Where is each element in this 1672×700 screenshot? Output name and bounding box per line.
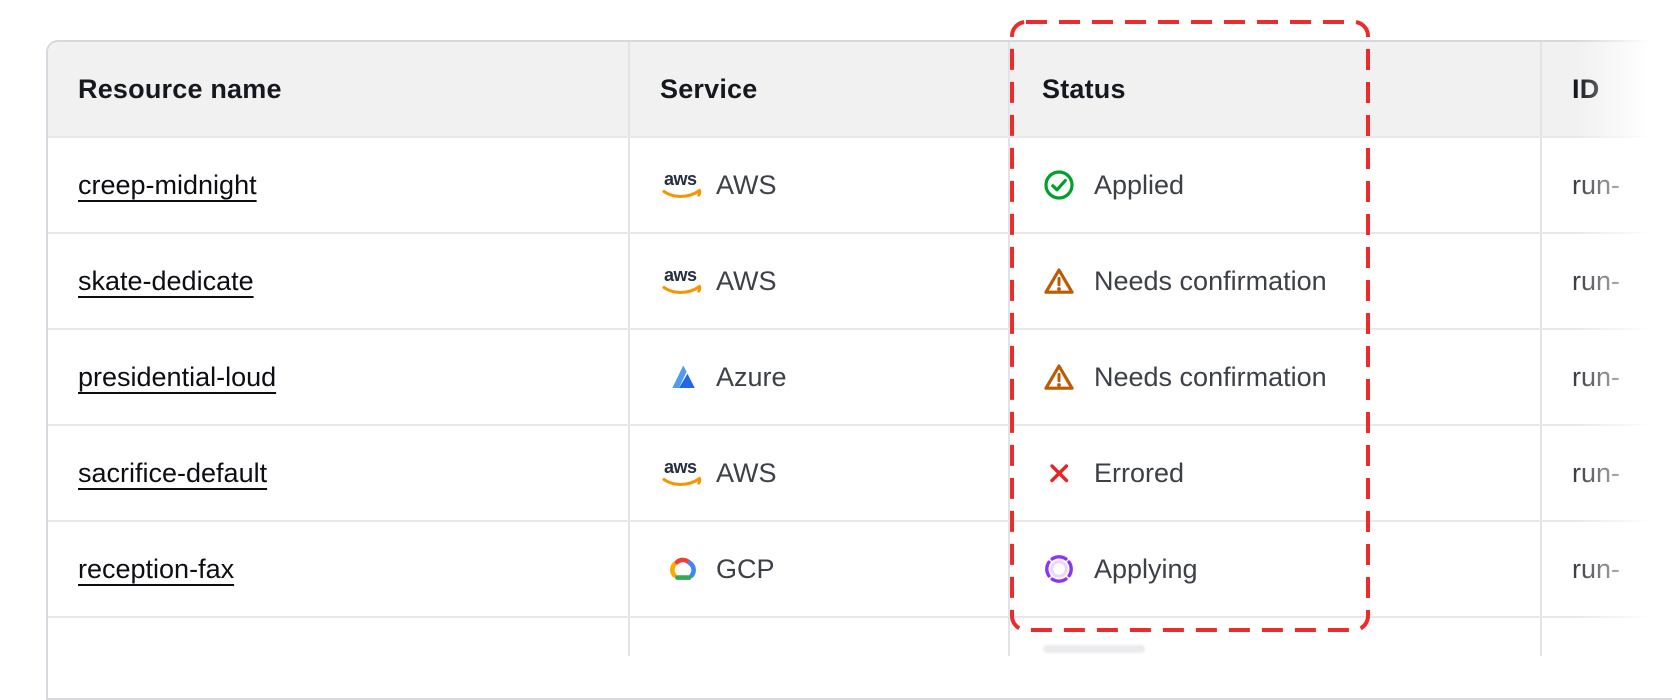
service-label: AWS bbox=[716, 457, 777, 488]
resource-link[interactable]: presidential-loud bbox=[78, 361, 277, 392]
resource-link[interactable]: creep-midnight bbox=[78, 169, 257, 200]
resource-name-cell bbox=[48, 618, 630, 656]
resource-name-cell: presidential-loud bbox=[48, 330, 630, 424]
resource-link[interactable]: sacrifice-default bbox=[78, 457, 268, 488]
svg-text:aws: aws bbox=[664, 265, 697, 285]
run-id: run- bbox=[1572, 361, 1621, 392]
table-row-partial bbox=[48, 616, 1672, 656]
id-cell: run- bbox=[1542, 522, 1672, 616]
status-cell: Errored bbox=[1010, 426, 1542, 520]
table-row: skate-dedicate aws AWS Needs confirmati bbox=[48, 232, 1672, 328]
service-cell: GCP bbox=[630, 522, 1010, 616]
status-cell: Needs confirmation bbox=[1010, 234, 1542, 328]
service-cell bbox=[630, 618, 1010, 656]
resource-name-cell: skate-dedicate bbox=[48, 234, 630, 328]
svg-text:aws: aws bbox=[664, 169, 697, 189]
service-label: Azure bbox=[716, 361, 787, 392]
id-cell bbox=[1542, 618, 1672, 656]
status-cell: Needs confirmation bbox=[1010, 330, 1542, 424]
table-header-row: Resource name Service Status ID bbox=[48, 42, 1672, 136]
x-icon bbox=[1042, 458, 1076, 488]
column-header-resource-name: Resource name bbox=[48, 42, 630, 136]
aws-icon: aws bbox=[660, 457, 706, 489]
check-circle-icon bbox=[1042, 169, 1076, 201]
service-label: GCP bbox=[716, 553, 775, 584]
status-label: Needs confirmation bbox=[1094, 361, 1327, 392]
resource-name-cell: reception-fax bbox=[48, 522, 630, 616]
status-label: Needs confirmation bbox=[1094, 265, 1327, 296]
service-cell: aws AWS bbox=[630, 138, 1010, 232]
run-id: run- bbox=[1572, 265, 1621, 296]
table-row: reception-fax GCP Applying bbox=[48, 520, 1672, 616]
status-label: Errored bbox=[1094, 457, 1185, 488]
service-label: AWS bbox=[716, 265, 777, 296]
status-cell: Applied bbox=[1010, 138, 1542, 232]
resource-link[interactable]: skate-dedicate bbox=[78, 265, 254, 296]
aws-icon: aws bbox=[660, 169, 706, 201]
run-id: run- bbox=[1572, 169, 1621, 200]
resource-name-cell: sacrifice-default bbox=[48, 426, 630, 520]
id-cell: run- bbox=[1542, 330, 1672, 424]
warning-triangle-icon bbox=[1042, 265, 1076, 297]
resource-link[interactable]: reception-fax bbox=[78, 553, 235, 584]
run-id: run- bbox=[1572, 553, 1621, 584]
azure-icon bbox=[660, 362, 706, 392]
service-cell: aws AWS bbox=[630, 426, 1010, 520]
svg-text:aws: aws bbox=[664, 457, 697, 477]
id-cell: run- bbox=[1542, 234, 1672, 328]
id-cell: run- bbox=[1542, 426, 1672, 520]
table-row: sacrifice-default aws AWS Errored bbox=[48, 424, 1672, 520]
status-cell bbox=[1010, 618, 1542, 656]
column-header-service: Service bbox=[630, 42, 1010, 136]
status-label: Applied bbox=[1094, 169, 1185, 200]
gcp-icon bbox=[660, 554, 706, 584]
id-cell: run- bbox=[1542, 138, 1672, 232]
resources-table: Resource name Service Status ID creep-mi… bbox=[46, 40, 1672, 700]
service-cell: aws AWS bbox=[630, 234, 1010, 328]
service-label: AWS bbox=[716, 169, 777, 200]
spinner-icon bbox=[1042, 553, 1076, 585]
column-header-id: ID bbox=[1572, 73, 1600, 104]
table-row: presidential-loud Azure Needs confirmati… bbox=[48, 328, 1672, 424]
warning-triangle-icon bbox=[1042, 361, 1076, 393]
service-cell: Azure bbox=[630, 330, 1010, 424]
table-row: creep-midnight aws AWS Applied run bbox=[48, 136, 1672, 232]
status-cell: Applying bbox=[1010, 522, 1542, 616]
run-id: run- bbox=[1572, 457, 1621, 488]
cutoff-row-content-smudge bbox=[1043, 645, 1145, 653]
aws-icon: aws bbox=[660, 265, 706, 297]
status-label: Applying bbox=[1094, 553, 1198, 584]
column-header-status: Status bbox=[1010, 42, 1542, 136]
resource-name-cell: creep-midnight bbox=[48, 138, 630, 232]
